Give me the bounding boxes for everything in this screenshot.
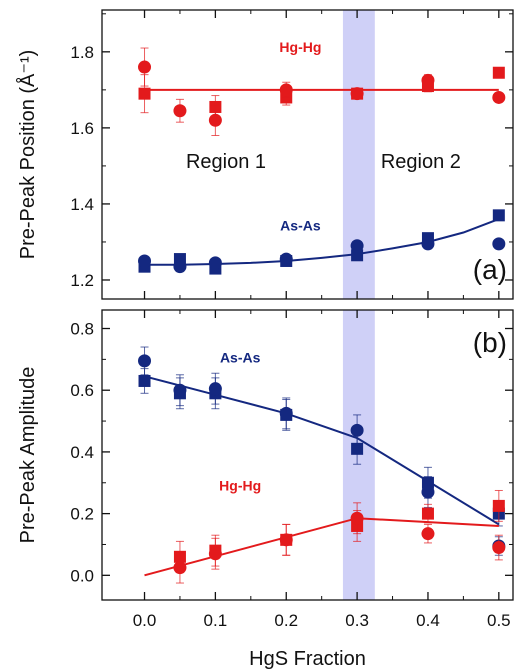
data-point-circle [173,383,187,397]
shaded-band [342,310,375,600]
data-point-square [492,66,505,79]
series-hg-hg: Hg-Hg [138,39,506,136]
fit-line-as-as [144,375,500,526]
y-tick-label: 1.6 [70,119,94,138]
y-axis-title: Pre-Peak Position (Å⁻¹) [16,50,39,260]
data-point-circle [350,423,364,437]
panel-b-plot: As-As Hg-Hg [138,346,506,584]
data-point-circle [208,547,222,561]
data-point-circle [173,561,187,575]
y-tick-label: 0.2 [70,505,94,524]
y-tick-label: 0.6 [70,381,94,400]
data-point-circle [350,511,364,525]
series-label: As-As [280,218,321,234]
data-point-circle [421,485,435,499]
y-axis-title: Pre-Peak Amplitude [17,367,39,544]
y-tick-label: 0.0 [70,566,94,585]
data-point-square [492,209,505,222]
series-label: Hg-Hg [219,477,261,493]
data-point-circle [350,239,364,253]
panel-b-labels: Pre-Peak Amplitude HgS Fraction (b) [17,327,507,670]
data-point-circle [350,87,364,101]
data-point-circle [492,237,506,251]
y-tick-label: 1.8 [70,43,94,62]
shaded-band-rect [342,310,375,600]
fit-line-as-as [144,218,500,266]
data-point-circle [208,256,222,270]
panel-b-ticks: 0.0 0.2 0.4 0.6 0.8 0.0 0.1 0.2 0.3 0.4 0.5 [70,310,513,630]
data-point-circle [279,533,293,547]
x-tick-label: 0.5 [487,611,511,630]
data-point-circle [279,83,293,97]
data-point-circle [138,60,152,74]
data-point-square [138,374,151,387]
panel-a: Hg-Hg As-As 1.2 1.4 1.6 1.8 Pre-Peak Positio… [16,9,514,300]
data-point-circle [279,406,293,420]
fit-line-hg-hg [144,517,499,577]
panel-a-plot: Hg-Hg As-As [138,39,506,275]
data-point-square [138,87,151,100]
y-tick-label: 1.4 [70,195,94,214]
y-tick-label: 0.8 [70,320,94,339]
panel-a-ticks: 1.2 1.4 1.6 1.8 [70,10,513,299]
x-tick-label: 0.3 [345,611,369,630]
y-tick-label: 0.4 [70,443,94,462]
x-tick-label: 0.1 [204,611,228,630]
x-tick-label: 0.2 [274,611,298,630]
data-point-circle [492,541,506,555]
data-point-circle [138,354,152,368]
data-point-circle [421,237,435,251]
region-label: Region 1 [186,151,266,173]
panel-label: (b) [473,327,507,358]
y-tick-label: 1.2 [70,271,94,290]
data-point-square [351,249,364,262]
series-label: As-As [220,349,261,365]
data-point-circle [421,73,435,87]
panel-a-labels: Pre-Peak Position (Å⁻¹) Region 1 Region 2 (… [16,50,507,285]
panel-label: (a) [473,254,507,285]
series-as-as: As-As [138,209,506,275]
data-point-circle [138,254,152,268]
data-point-square [492,499,505,512]
data-point-circle [208,113,222,127]
x-tick-label: 0.0 [133,611,157,630]
data-point-circle [173,260,187,274]
region-label: Region 2 [381,151,461,173]
series-label: Hg-Hg [279,39,321,55]
x-axis-title: HgS Fraction [249,648,366,670]
data-point-circle [173,104,187,118]
data-point-circle [279,252,293,266]
x-tick-label: 0.4 [416,611,440,630]
data-point-circle [492,90,506,104]
data-point-circle [208,382,222,396]
data-point-circle [421,527,435,541]
series-hg-hg: Hg-Hg [144,477,506,584]
data-point-square [421,507,434,520]
panel-b-frame [101,309,514,601]
panel-a-frame [101,9,514,300]
